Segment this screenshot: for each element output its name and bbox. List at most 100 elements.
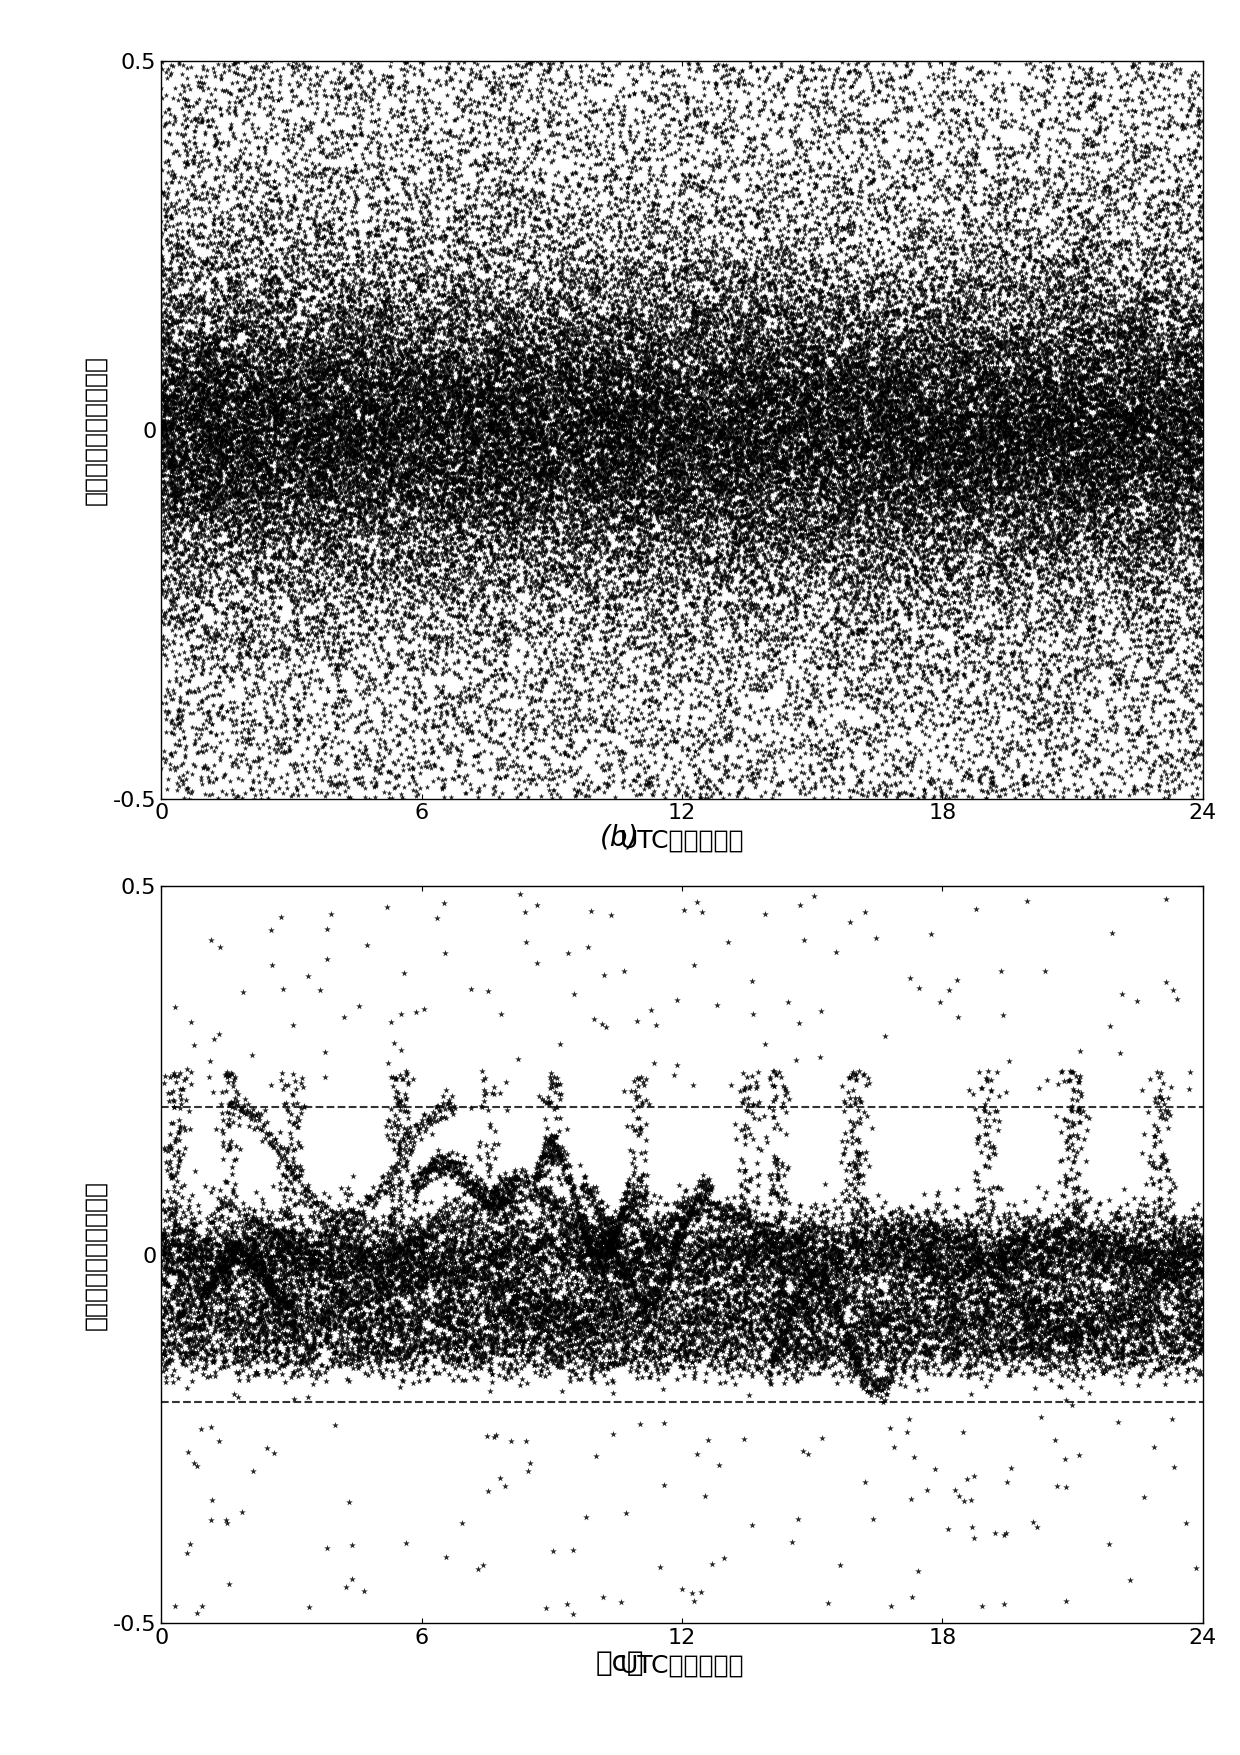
- Point: [1023, 390, 1043, 418]
- Point: [835, 67, 854, 95]
- Point: [636, 1209, 656, 1237]
- Point: [182, 1181, 202, 1209]
- Point: [756, 363, 776, 391]
- Point: [546, 281, 565, 309]
- Point: [975, 1339, 994, 1367]
- Point: [336, 1283, 356, 1311]
- Point: [961, 1234, 981, 1262]
- Point: [160, 1313, 180, 1341]
- Point: [565, 1288, 585, 1316]
- Point: [394, 598, 414, 627]
- Point: [678, 49, 698, 77]
- Point: [875, 198, 895, 226]
- Point: [441, 691, 461, 720]
- Point: [176, 428, 196, 456]
- Point: [1066, 393, 1086, 421]
- Point: [433, 426, 453, 455]
- Point: [594, 455, 614, 483]
- Point: [673, 307, 693, 335]
- Point: [720, 269, 740, 297]
- Point: [918, 595, 937, 623]
- Point: [791, 68, 811, 97]
- Point: [579, 541, 599, 569]
- Point: [552, 584, 572, 612]
- Point: [681, 351, 701, 379]
- Point: [1035, 400, 1055, 428]
- Point: [443, 541, 463, 569]
- Point: [900, 479, 920, 507]
- Point: [568, 1199, 588, 1227]
- Point: [1163, 1237, 1183, 1265]
- Point: [676, 616, 696, 644]
- Point: [1053, 269, 1073, 297]
- Point: [1135, 260, 1154, 288]
- Point: [470, 525, 490, 553]
- Point: [376, 186, 396, 214]
- Point: [621, 407, 641, 435]
- Point: [608, 286, 627, 314]
- Point: [1068, 628, 1087, 656]
- Point: [723, 414, 743, 442]
- Point: [200, 416, 219, 444]
- Point: [653, 577, 673, 605]
- Point: [429, 425, 449, 453]
- Point: [833, 1329, 853, 1357]
- Point: [244, 214, 264, 242]
- Point: [319, 628, 339, 656]
- Point: [601, 463, 621, 491]
- Point: [626, 439, 646, 467]
- Point: [363, 418, 383, 446]
- Point: [1192, 539, 1211, 567]
- Point: [362, 569, 382, 597]
- Point: [582, 397, 601, 425]
- Point: [474, 244, 494, 272]
- Point: [998, 1237, 1018, 1265]
- Point: [832, 419, 852, 448]
- Point: [176, 379, 196, 407]
- Point: [1045, 1322, 1065, 1350]
- Point: [619, 170, 639, 198]
- Point: [908, 439, 928, 467]
- Point: [427, 1213, 446, 1241]
- Point: [542, 1121, 562, 1150]
- Point: [1164, 1218, 1184, 1246]
- Point: [475, 484, 495, 512]
- Point: [962, 344, 982, 372]
- Point: [177, 335, 197, 363]
- Point: [893, 405, 913, 433]
- Point: [379, 1313, 399, 1341]
- Point: [961, 474, 981, 502]
- Point: [1028, 486, 1048, 514]
- Point: [357, 430, 377, 458]
- Point: [474, 1272, 494, 1300]
- Point: [280, 97, 300, 125]
- Point: [1099, 195, 1118, 223]
- Point: [1133, 358, 1153, 386]
- Point: [174, 639, 193, 667]
- Point: [743, 534, 763, 562]
- Point: [878, 660, 898, 688]
- Point: [774, 456, 794, 484]
- Point: [401, 426, 420, 455]
- Point: [516, 446, 536, 474]
- Point: [794, 388, 813, 416]
- Point: [360, 491, 379, 519]
- Point: [335, 1348, 355, 1376]
- Point: [599, 1323, 619, 1351]
- Point: [774, 1288, 794, 1316]
- Point: [254, 537, 274, 565]
- Point: [1050, 1372, 1070, 1400]
- Point: [234, 119, 254, 147]
- Point: [753, 370, 773, 398]
- Point: [743, 337, 763, 365]
- Point: [286, 706, 306, 734]
- Point: [913, 511, 932, 539]
- Point: [374, 398, 394, 426]
- Point: [745, 432, 765, 460]
- Point: [987, 249, 1007, 277]
- Point: [481, 453, 501, 481]
- Point: [487, 544, 507, 572]
- Point: [926, 565, 946, 593]
- Point: [1145, 219, 1164, 247]
- Point: [935, 558, 955, 586]
